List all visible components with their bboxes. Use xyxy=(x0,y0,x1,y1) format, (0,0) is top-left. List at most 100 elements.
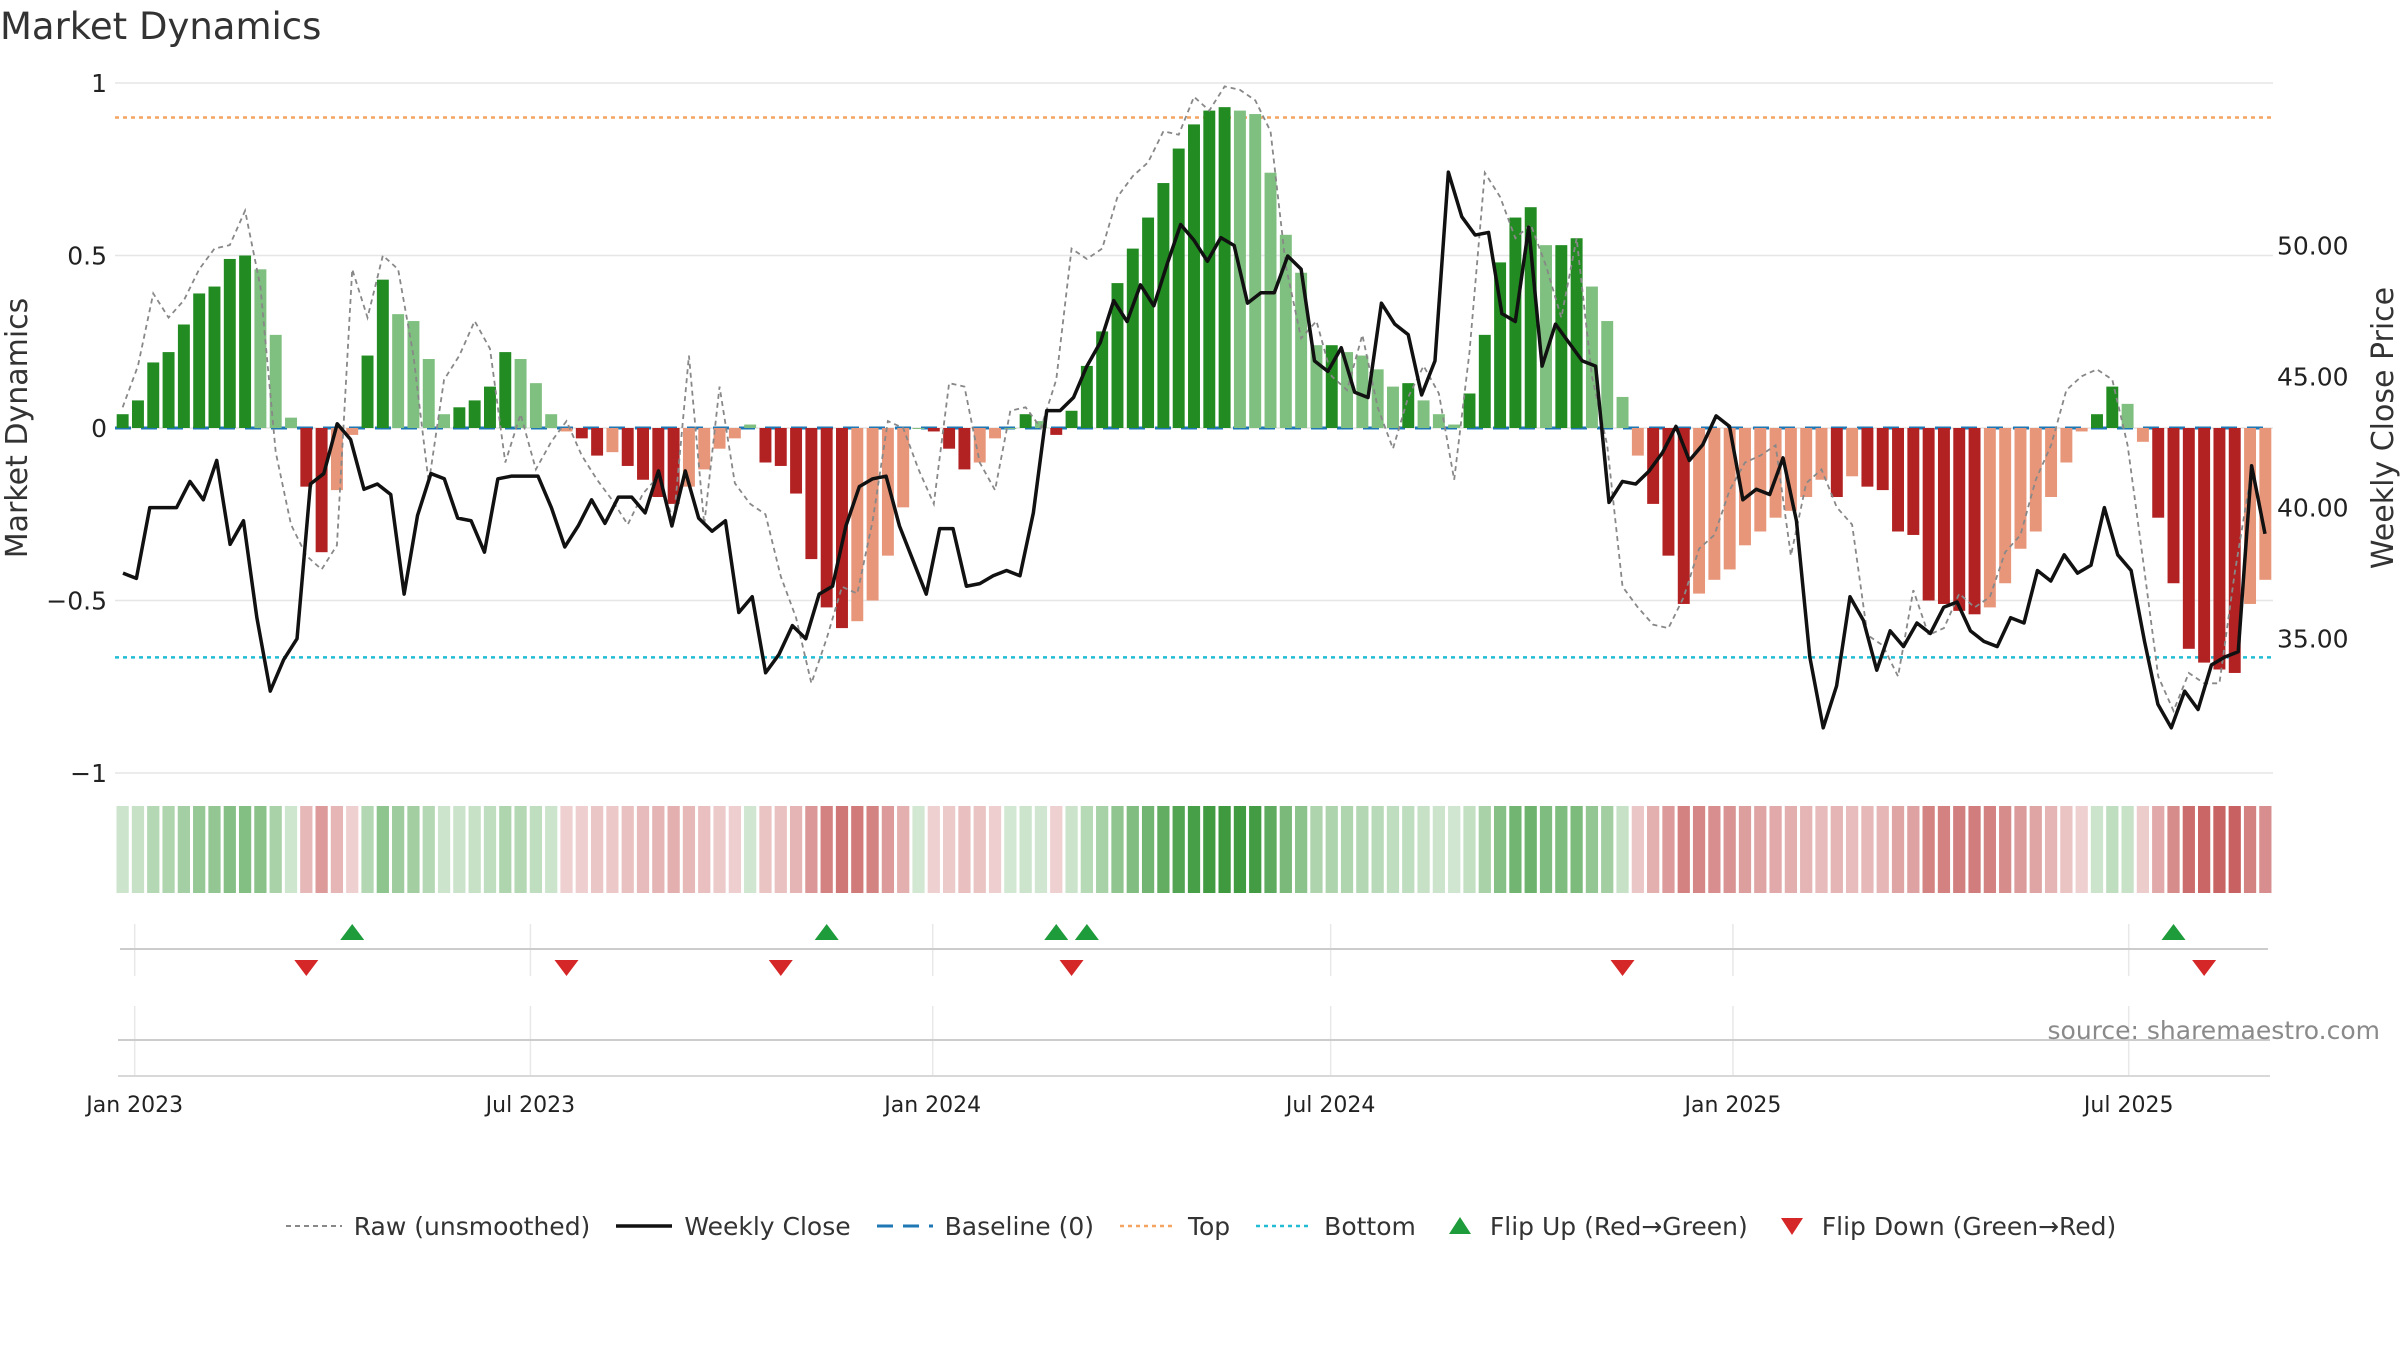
heat-strip-cell xyxy=(2106,806,2119,893)
chart-title: Market Dynamics xyxy=(0,5,321,48)
heat-strip-cell xyxy=(636,806,650,893)
heat-strip-cell xyxy=(1983,806,1996,893)
heat-strip-cell xyxy=(483,806,497,893)
heat-strip-cell xyxy=(1096,806,1109,893)
legend-flip-down-label: Flip Down (Green→Red) xyxy=(1821,1211,2117,1241)
heat-strip-cell xyxy=(1325,806,1338,893)
legend-top-label: Top xyxy=(1187,1211,1231,1241)
dynamics-bar xyxy=(1325,345,1338,428)
heat-strip-cell xyxy=(1019,806,1032,893)
legend-close-label: Weekly Close xyxy=(684,1211,851,1241)
flip-down-marker xyxy=(768,960,793,976)
heat-strip-cell xyxy=(376,806,389,893)
dynamics-bar xyxy=(958,428,971,470)
flip-down-marker xyxy=(294,960,319,976)
heat-strip-cell xyxy=(927,806,940,893)
dynamics-bar xyxy=(1019,414,1032,428)
dynamics-bar xyxy=(698,428,711,470)
dynamics-bar xyxy=(897,428,910,508)
dynamics-bar xyxy=(973,428,986,463)
dynamics-bar xyxy=(1172,148,1185,429)
dynamics-bar xyxy=(1555,245,1568,428)
dynamics-bar xyxy=(1478,334,1491,428)
dynamics-bar xyxy=(1953,428,1966,611)
dynamics-bar xyxy=(1203,110,1216,428)
legend-close-swatch xyxy=(616,1224,673,1228)
dynamics-bar xyxy=(1386,386,1399,428)
heat-strip-cell xyxy=(1677,806,1690,893)
heat-strip-cell xyxy=(1953,806,1966,893)
heat-strip-cell xyxy=(269,806,282,893)
heat-strip-cell xyxy=(2182,806,2195,893)
dynamics-bar xyxy=(1034,421,1047,428)
dynamics-bar xyxy=(177,324,190,428)
heat-strip-cell xyxy=(422,806,435,893)
y-tick-label: −0.5 xyxy=(46,587,107,616)
heat-strip-cell xyxy=(1937,806,1951,893)
source-watermark: source: sharemaestro.com xyxy=(2048,1016,2381,1045)
left-y-axis-title: Market Dynamics xyxy=(0,298,35,559)
heat-strip-cell xyxy=(1692,806,1706,893)
heat-strip-cell xyxy=(1647,806,1660,893)
dynamics-bar xyxy=(1601,321,1614,428)
heat-strip-cell xyxy=(575,806,588,893)
heat-strip-cell xyxy=(1585,806,1599,893)
y2-tick-label: 40.00 xyxy=(2277,494,2349,523)
dynamics-bar xyxy=(545,414,558,428)
heat-strip-cell xyxy=(1662,806,1675,893)
heat-strip-cell xyxy=(116,806,129,893)
dynamics-bar xyxy=(1463,393,1476,428)
right-y-axis: 50.00 45.00 40.00 35.00 xyxy=(2277,232,2349,654)
heat-strip-cell xyxy=(1233,806,1247,893)
heat-strip-cell xyxy=(698,806,711,893)
legend-raw: Raw (unsmoothed) xyxy=(284,1212,590,1241)
market-dynamics-bars xyxy=(116,107,2272,673)
dynamics-bar xyxy=(1876,428,1889,491)
dynamics-bar xyxy=(1524,207,1537,428)
dynamics-bar xyxy=(851,428,864,622)
dynamics-bar xyxy=(1494,262,1507,428)
dynamics-bar xyxy=(2045,428,2058,497)
heat-strip-cell xyxy=(1784,806,1798,893)
heat-strip-cell xyxy=(835,806,849,893)
heat-strip-cell xyxy=(560,806,573,893)
dynamics-bar xyxy=(1249,114,1262,429)
heat-strip-cell xyxy=(1295,806,1308,893)
weekly-close-line xyxy=(122,170,2267,730)
heat-strip-cell xyxy=(1080,806,1093,893)
dynamics-bar xyxy=(422,359,435,428)
flip-up-marker xyxy=(340,924,365,940)
dynamics-bar xyxy=(682,428,695,487)
dynamics-bar xyxy=(2121,403,2134,428)
heat-strip-cell xyxy=(300,806,313,893)
heat-strip-cell xyxy=(667,806,680,893)
heat-strip-cell xyxy=(2090,806,2104,893)
dynamics-bar xyxy=(2213,428,2226,670)
heat-strip-cell xyxy=(1386,806,1400,893)
dynamics-bar xyxy=(1922,428,1935,601)
heat-strip-cell xyxy=(621,806,634,893)
dynamics-bar xyxy=(223,258,236,428)
dynamics-bar xyxy=(315,428,328,553)
dynamics-bar xyxy=(989,428,1002,439)
dynamics-bar xyxy=(2228,428,2241,673)
flip-up-marker xyxy=(1074,924,1099,940)
heat-strip-cell xyxy=(1111,806,1124,893)
dynamics-bar xyxy=(866,428,879,601)
heat-strip-cell xyxy=(1463,806,1476,893)
heat-strip-cell xyxy=(851,806,864,893)
dynamics-bar xyxy=(1448,424,1461,428)
heat-strip-cell xyxy=(1769,806,1782,893)
dynamics-bar xyxy=(1356,355,1369,428)
heat-strip-cell xyxy=(1402,806,1415,893)
dynamics-bar xyxy=(575,428,588,439)
legend-baseline-swatch xyxy=(876,1224,933,1228)
dynamics-bar xyxy=(927,428,940,432)
heat-strip-cell xyxy=(1876,806,1889,893)
y2-tick-label: 50.00 xyxy=(2277,232,2349,261)
heat-strip-cell xyxy=(1004,806,1017,893)
y-tick-label: −1 xyxy=(70,759,107,788)
dynamics-bar xyxy=(713,428,726,449)
dynamics-bar xyxy=(1662,428,1675,556)
